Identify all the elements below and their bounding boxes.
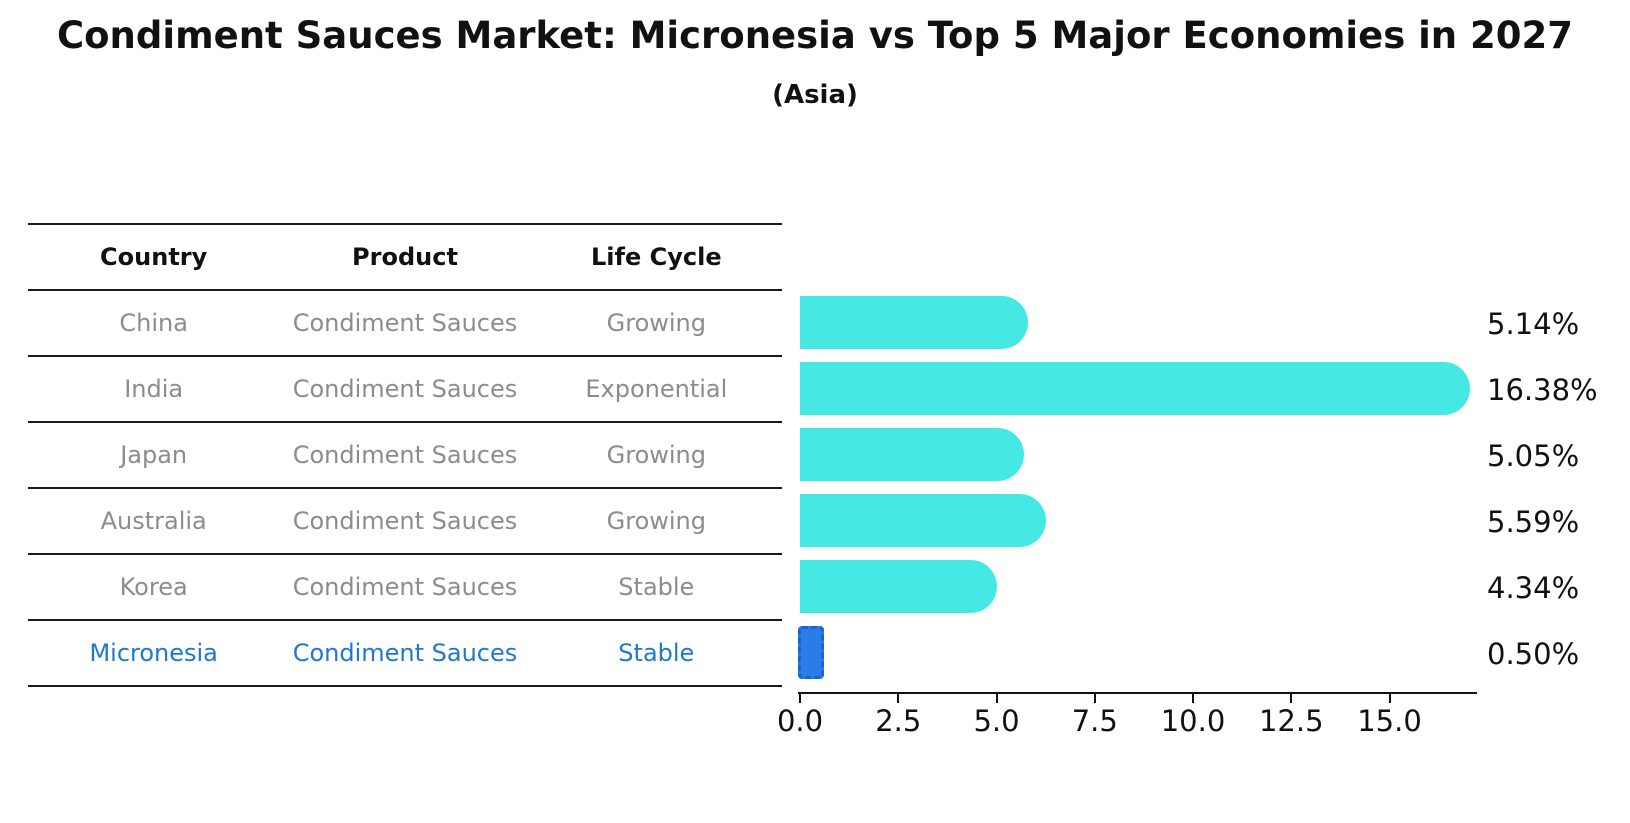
table-row: Korea Condiment Sauces Stable	[28, 553, 782, 619]
table-row: Australia Condiment Sauces Growing	[28, 487, 782, 553]
x-axis-tick-label: 2.5	[875, 704, 922, 738]
x-axis-tick	[1192, 694, 1194, 703]
page-title: Condiment Sauces Market: Micronesia vs T…	[56, 14, 1573, 57]
cell-product: Condiment Sauces	[292, 441, 518, 469]
cell-country: Japan	[120, 441, 188, 469]
cell-life-cycle: Stable	[618, 639, 695, 667]
bar	[800, 427, 1024, 481]
cell-country: Micronesia	[89, 639, 218, 667]
x-axis-tick	[897, 694, 900, 703]
bar	[800, 559, 997, 613]
cell-country: Australia	[100, 507, 207, 535]
cell-country: India	[124, 375, 184, 403]
bar-value-label: 5.14%	[1487, 307, 1580, 341]
bar-highlighted	[798, 625, 824, 679]
header-cell-country: Country	[100, 243, 208, 271]
cell-product: Condiment Sauces	[292, 375, 518, 403]
bar-value-label: 0.50%	[1487, 637, 1580, 671]
x-axis-tick-label: 15.0	[1357, 704, 1422, 738]
cell-product: Condiment Sauces	[292, 309, 518, 337]
x-axis-line	[798, 692, 1477, 694]
cell-country: China	[119, 309, 188, 337]
header-cell-product: Product	[352, 243, 458, 271]
x-axis-tick-label: 0.0	[776, 704, 824, 738]
bar-value-label: 5.05%	[1487, 439, 1580, 473]
x-axis-tick	[1093, 694, 1096, 703]
bar-value-label: 16.38%	[1487, 373, 1598, 407]
bar	[800, 493, 1046, 547]
table-header-row: Country Product Life Cycle	[28, 223, 782, 289]
x-axis-tick	[799, 694, 801, 703]
cell-life-cycle: Growing	[606, 507, 706, 535]
cell-product: Condiment Sauces	[292, 639, 518, 667]
header-cell-lifecycle: Life Cycle	[591, 243, 722, 271]
cell-life-cycle: Growing	[606, 309, 706, 337]
table-row: Micronesia Condiment Sauces Stable	[28, 619, 782, 685]
page-subtitle: (Asia)	[772, 80, 858, 110]
bar	[800, 295, 1028, 349]
x-axis-tick-label: 7.5	[1071, 704, 1118, 738]
table-row: Japan Condiment Sauces Growing	[28, 421, 782, 487]
x-axis-tick-label: 12.5	[1258, 704, 1324, 738]
cell-life-cycle: Stable	[618, 573, 695, 601]
cell-product: Condiment Sauces	[292, 507, 518, 535]
table-row: India Condiment Sauces Exponential	[28, 355, 782, 421]
cell-life-cycle: Exponential	[585, 375, 728, 403]
cell-country: Korea	[119, 573, 188, 601]
x-axis-tick	[995, 694, 998, 703]
comparison-table: Country Product Life Cycle China Condimen…	[28, 223, 782, 687]
bar-value-label: 5.59%	[1487, 505, 1580, 539]
bar	[800, 361, 1470, 415]
x-axis-tick	[1388, 694, 1391, 703]
cell-life-cycle: Growing	[606, 441, 706, 469]
bar-value-label: 4.34%	[1487, 571, 1580, 605]
x-axis-tick	[1290, 694, 1293, 703]
table-row: China Condiment Sauces Growing	[28, 289, 782, 355]
x-axis-tick-label: 5.0	[973, 704, 1020, 738]
x-axis-tick-label: 10.0	[1160, 704, 1226, 738]
cell-product: Condiment Sauces	[292, 573, 518, 601]
